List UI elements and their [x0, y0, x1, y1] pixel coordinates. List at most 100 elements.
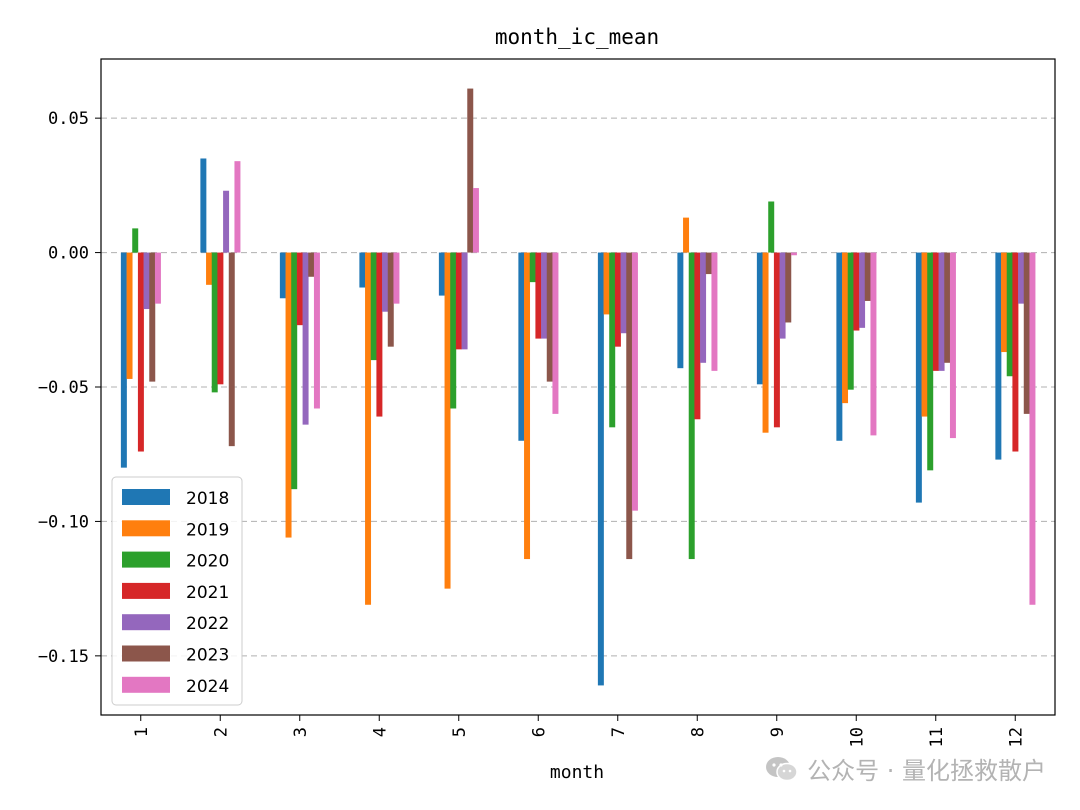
legend-swatch-2020	[122, 551, 170, 568]
bar-2022-month-1	[143, 252, 150, 310]
legend-label-2020: 2020	[186, 552, 229, 572]
bar-2023-month-10	[864, 252, 871, 301]
y-tick-label: 0.05	[48, 109, 89, 129]
watermark-text: 公众号 · 量化拯救散户	[807, 757, 1046, 785]
bar-2021-month-6	[535, 252, 542, 339]
bar-2019-month-6	[524, 252, 531, 560]
bar-2018-month-9	[756, 252, 763, 385]
bar-2023-month-12	[1023, 252, 1030, 414]
x-tick-label: 3	[291, 727, 311, 737]
plot-frame	[100, 58, 1056, 716]
bar-2023-month-7	[626, 252, 633, 560]
bar-2021-month-1	[137, 252, 144, 452]
bar-2023-month-11	[944, 252, 951, 363]
x-tick-label: 11	[927, 727, 947, 747]
x-tick-label: 5	[450, 727, 470, 737]
bar-2020-month-3	[291, 252, 298, 490]
bar-2021-month-10	[853, 252, 860, 331]
bar-2024-month-1	[154, 252, 161, 304]
bar-2018-month-12	[995, 252, 1002, 460]
bar-2021-month-7	[614, 252, 621, 347]
bar-2019-month-4	[365, 252, 372, 605]
bar-2020-month-4	[370, 252, 377, 361]
bar-2018-month-1	[120, 252, 127, 468]
bar-2023-month-1	[149, 252, 156, 382]
legend-label-2018: 2018	[186, 489, 229, 509]
x-tick-label: 7	[609, 727, 629, 737]
bar-2020-month-2	[211, 252, 218, 393]
bar-2022-month-4	[382, 252, 389, 312]
bar-2020-month-10	[847, 252, 854, 390]
bar-2024-month-3	[313, 252, 320, 409]
bar-2023-month-5	[467, 88, 474, 253]
bars	[120, 88, 1036, 686]
bar-2024-month-6	[552, 252, 559, 414]
bar-2023-month-9	[785, 252, 792, 323]
bar-2023-month-3	[308, 252, 315, 277]
bar-2024-month-10	[870, 252, 877, 436]
bar-2022-month-5	[461, 252, 468, 350]
watermark: 公众号 · 量化拯救散户	[765, 751, 1046, 786]
legend-label-2022: 2022	[186, 614, 229, 634]
bar-2022-month-3	[302, 252, 309, 425]
bar-2019-month-8	[683, 217, 690, 253]
legend-label-2024: 2024	[186, 677, 229, 697]
bar-2024-month-12	[1029, 252, 1036, 605]
x-tick-label: 4	[370, 727, 390, 737]
bar-2021-month-9	[773, 252, 780, 428]
axes: 0.050.00−0.05−0.10−0.151 2 3 4 5 6 7 8 9 10 11 12	[38, 58, 1056, 747]
chart-title: month_ic_mean	[495, 25, 659, 49]
grid-lines	[101, 117, 1055, 657]
bar-2018-month-5	[438, 252, 445, 296]
bar-2024-month-5	[472, 188, 479, 253]
bar-2018-month-4	[359, 252, 366, 288]
bar-2019-month-11	[921, 252, 928, 417]
bar-2019-month-7	[603, 252, 610, 315]
bar-2024-month-8	[711, 252, 718, 371]
bar-2022-month-8	[700, 252, 707, 363]
bar-2021-month-12	[1012, 252, 1019, 452]
bar-2020-month-5	[450, 252, 457, 409]
bar-2018-month-10	[836, 252, 843, 441]
y-tick-label: −0.10	[38, 512, 89, 532]
x-tick-label: 2	[211, 727, 231, 737]
bar-2021-month-4	[376, 252, 383, 417]
bar-2020-month-6	[529, 252, 536, 283]
bar-2020-month-11	[927, 252, 934, 471]
legend-swatch-2024	[122, 676, 170, 693]
bar-2019-month-9	[762, 252, 769, 433]
bar-2021-month-2	[217, 252, 224, 385]
wechat-icon	[766, 756, 798, 781]
bar-2021-month-5	[455, 252, 462, 350]
bar-2019-month-10	[842, 252, 849, 404]
bar-2020-month-9	[768, 201, 775, 253]
x-tick-label: 6	[529, 727, 549, 737]
legend-swatch-2018	[122, 489, 170, 505]
bar-2020-month-8	[688, 252, 695, 560]
bar-2019-month-1	[126, 252, 133, 379]
x-tick-label: 12	[1006, 727, 1026, 747]
legend-swatch-2022	[122, 614, 170, 631]
bar-2021-month-8	[694, 252, 701, 420]
legend-label-2023: 2023	[186, 646, 229, 666]
bar-2019-month-12	[1001, 252, 1008, 353]
bar-2022-month-6	[541, 252, 548, 339]
bar-2018-month-2	[200, 158, 207, 253]
bar-2020-month-12	[1006, 252, 1013, 377]
bar-2022-month-12	[1018, 252, 1025, 304]
bar-2023-month-4	[387, 252, 394, 347]
bar-2021-month-3	[296, 252, 303, 326]
bar-2024-month-2	[234, 161, 241, 253]
bar-2022-month-11	[938, 252, 945, 371]
bar-2022-month-2	[223, 190, 230, 253]
bar-2023-month-8	[705, 252, 712, 275]
x-tick-label: 9	[768, 727, 788, 737]
bar-2020-month-7	[609, 252, 616, 428]
bar-2018-month-7	[597, 252, 604, 686]
legend-swatch-2019	[122, 520, 170, 537]
bar-2018-month-3	[279, 252, 286, 299]
bar-2022-month-9	[779, 252, 786, 339]
y-tick-label: −0.15	[38, 647, 89, 667]
bar-2018-month-8	[677, 252, 684, 369]
